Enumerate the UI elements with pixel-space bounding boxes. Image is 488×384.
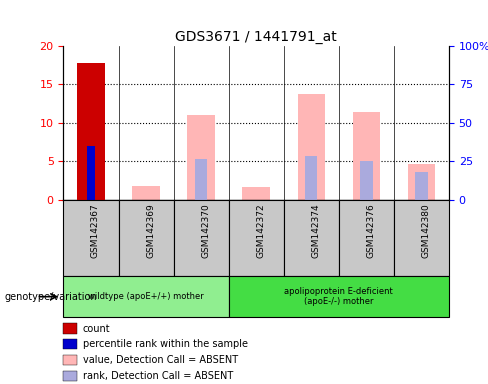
Bar [63, 339, 77, 349]
Bar [77, 63, 105, 200]
Bar [339, 200, 394, 276]
Bar [229, 276, 449, 317]
Text: GSM142380: GSM142380 [422, 204, 430, 258]
Text: GSM142374: GSM142374 [311, 204, 320, 258]
Bar [298, 94, 325, 200]
Bar [360, 161, 372, 200]
Bar [353, 112, 380, 200]
Text: genotype/variation: genotype/variation [5, 291, 98, 302]
Text: GSM142367: GSM142367 [91, 204, 100, 258]
Bar [407, 164, 435, 200]
Bar [63, 200, 119, 276]
Text: GSM142376: GSM142376 [366, 204, 375, 258]
Bar [174, 200, 229, 276]
Bar [87, 146, 95, 200]
Bar [284, 200, 339, 276]
Title: GDS3671 / 1441791_at: GDS3671 / 1441791_at [175, 30, 337, 44]
Bar [63, 276, 229, 317]
Text: value, Detection Call = ABSENT: value, Detection Call = ABSENT [83, 355, 238, 365]
Bar [63, 323, 77, 334]
Bar [229, 200, 284, 276]
Text: rank, Detection Call = ABSENT: rank, Detection Call = ABSENT [83, 371, 233, 381]
Bar [63, 371, 77, 381]
Text: apolipoprotein E-deficient
(apoE-/-) mother: apolipoprotein E-deficient (apoE-/-) mot… [285, 287, 393, 306]
Text: count: count [83, 324, 110, 334]
Text: GSM142372: GSM142372 [256, 204, 265, 258]
Text: percentile rank within the sample: percentile rank within the sample [83, 339, 248, 349]
Bar [63, 355, 77, 365]
Bar [187, 115, 215, 200]
Bar [195, 159, 207, 200]
Bar [394, 200, 449, 276]
Text: GSM142369: GSM142369 [146, 204, 155, 258]
Text: wildtype (apoE+/+) mother: wildtype (apoE+/+) mother [88, 292, 204, 301]
Bar [132, 186, 160, 200]
Bar [119, 200, 174, 276]
Bar [415, 172, 427, 200]
Text: GSM142370: GSM142370 [201, 204, 210, 258]
Bar [305, 156, 318, 200]
Bar [243, 187, 270, 200]
